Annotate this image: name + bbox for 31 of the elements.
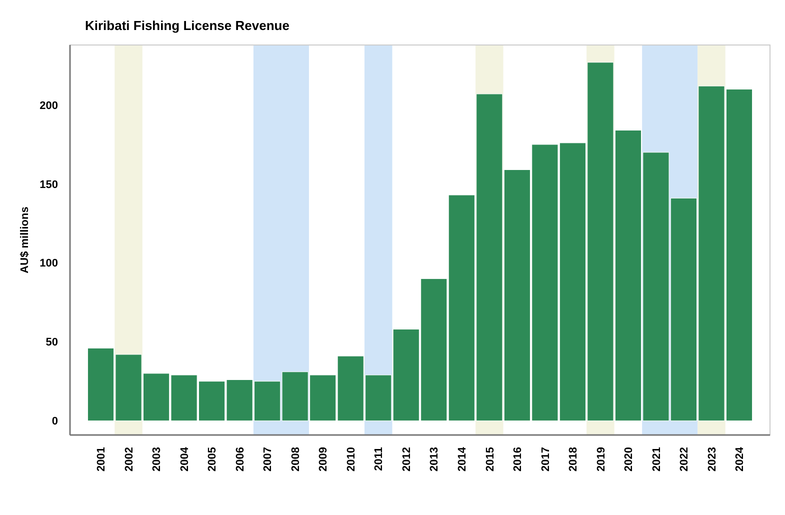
x-tick-label: 2020 [623,447,636,472]
x-tick-label: 2003 [151,447,164,472]
x-tick-label: 2022 [678,447,691,472]
x-tick-label: 2017 [540,447,552,472]
x-tick-label: 2004 [178,446,191,472]
x-tick-label: 2023 [706,447,718,472]
x-tick-label: 2018 [568,447,580,472]
x-tick-label: 2010 [345,447,358,472]
x-tick-label: 2009 [318,447,330,472]
x-tick-label: 2021 [650,447,663,472]
x-tick-label: 2015 [484,447,496,472]
x-tick-label: 2001 [96,447,108,472]
x-tick-label: 2008 [290,447,302,472]
y-tick-label: 200 [40,100,58,112]
y-tick-label: 0 [52,416,58,428]
x-tick-label: 2019 [595,447,608,472]
y-axis-title: AU$ millions [19,206,31,274]
y-tick-label: 50 [46,336,58,349]
x-tick-label: 2005 [206,447,219,472]
x-tick-label: 2024 [734,446,746,472]
y-tick-label: 100 [40,258,58,270]
x-tick-label: 2006 [234,447,246,472]
x-tick-label: 2011 [373,447,386,471]
x-tick-label: 2002 [123,447,136,472]
x-tick-label: 2012 [400,447,413,472]
x-tick-label: 2014 [456,446,468,472]
chart-title: Kiribati Fishing License Revenue [85,18,290,33]
x-tick-label: 2007 [262,447,274,472]
x-tick-label: 2013 [428,447,441,472]
x-tick-label: 2016 [512,447,524,472]
y-tick-label: 150 [40,178,58,191]
